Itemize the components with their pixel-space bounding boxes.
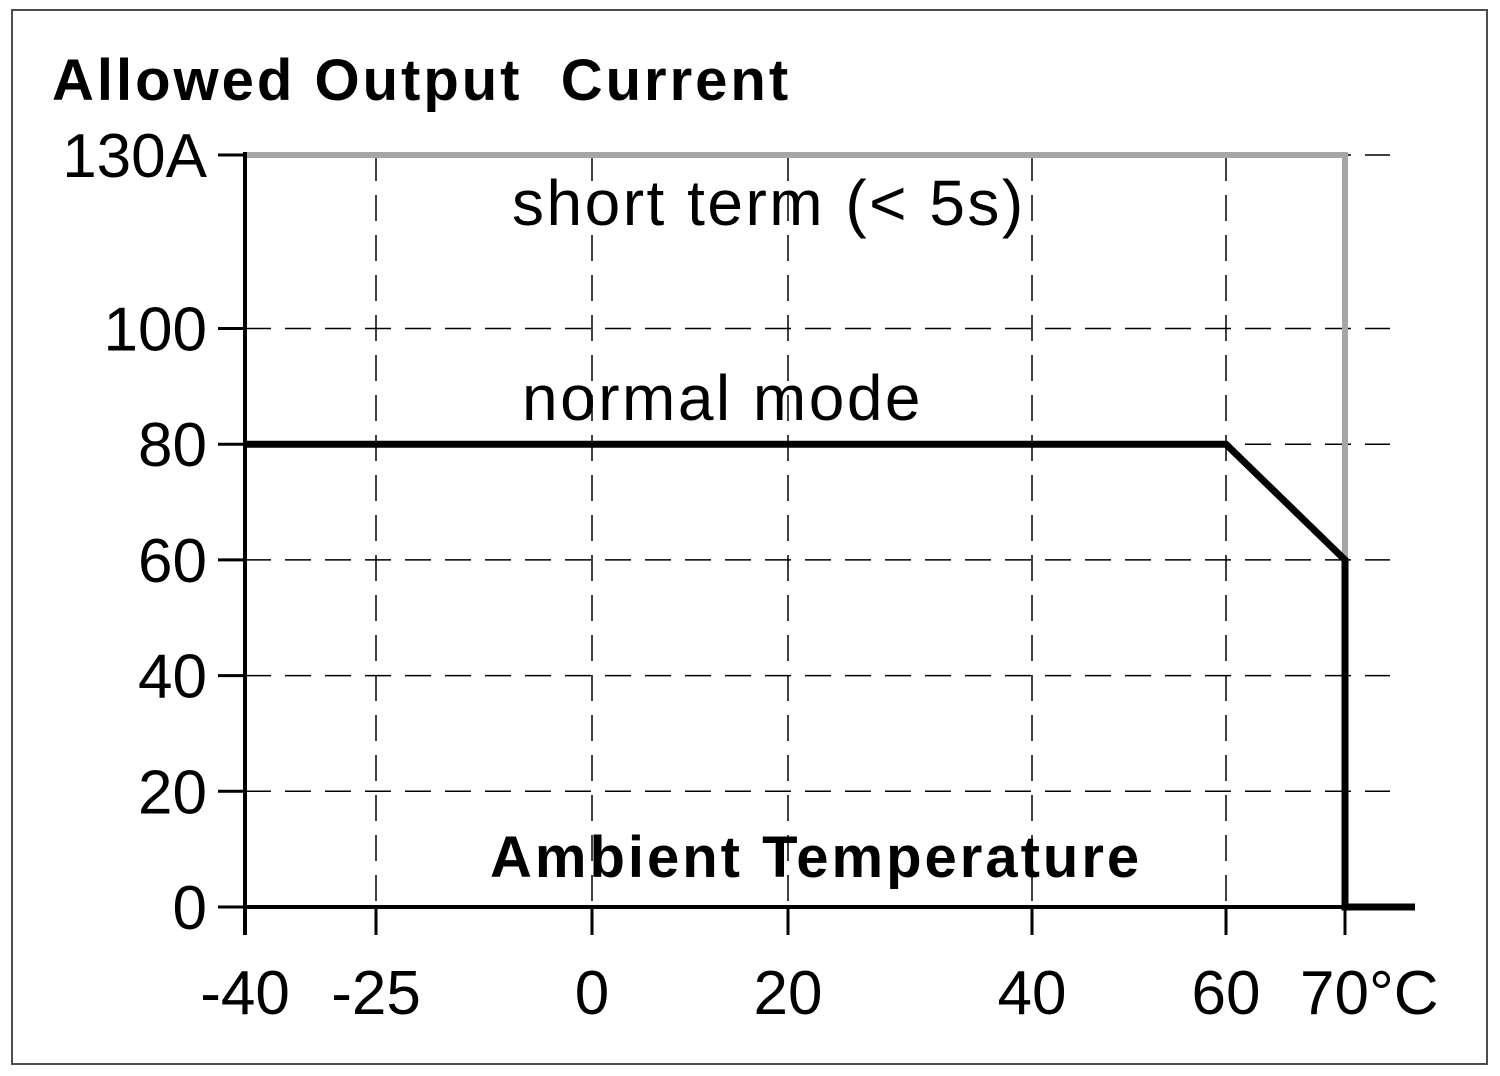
x-tick-label: -25 (331, 959, 421, 1028)
y-tick-label: 130A (62, 122, 207, 191)
y-tick-label: 20 (138, 758, 207, 827)
series-lines-front (245, 440, 1415, 911)
y-tick-label: 80 (138, 411, 207, 480)
series-label-normal-mode: normal mode (522, 362, 923, 434)
y-tick-label: 0 (173, 874, 207, 943)
axis-ticks: 0 20 40 60 80 100 130A -40 -25 0 20 40 60 70°C (62, 122, 1438, 1028)
y-tick-label: 60 (138, 527, 207, 596)
axes (243, 152, 1415, 935)
x-tick-label: 40 (998, 959, 1067, 1028)
x-axis-label: Ambient Temperature (490, 825, 1142, 890)
x-tick-label: 0 (575, 959, 609, 1028)
y-tick-label: 100 (104, 296, 207, 365)
series-lines-back (245, 152, 1348, 560)
x-tick-label: 70°C (1300, 959, 1439, 1028)
x-tick-label: 60 (1192, 959, 1261, 1028)
series-label-short-term: short term (< 5s) (512, 167, 1026, 239)
x-tick-label: -40 (200, 959, 290, 1028)
x-tick-label: 20 (754, 959, 823, 1028)
chart-frame (11, 9, 1488, 1065)
chart-title: Allowed Output Current (52, 48, 791, 113)
y-tick-label: 40 (138, 643, 207, 712)
series-line-short-term (245, 152, 1348, 560)
series-line-normal-mode (245, 440, 1415, 911)
